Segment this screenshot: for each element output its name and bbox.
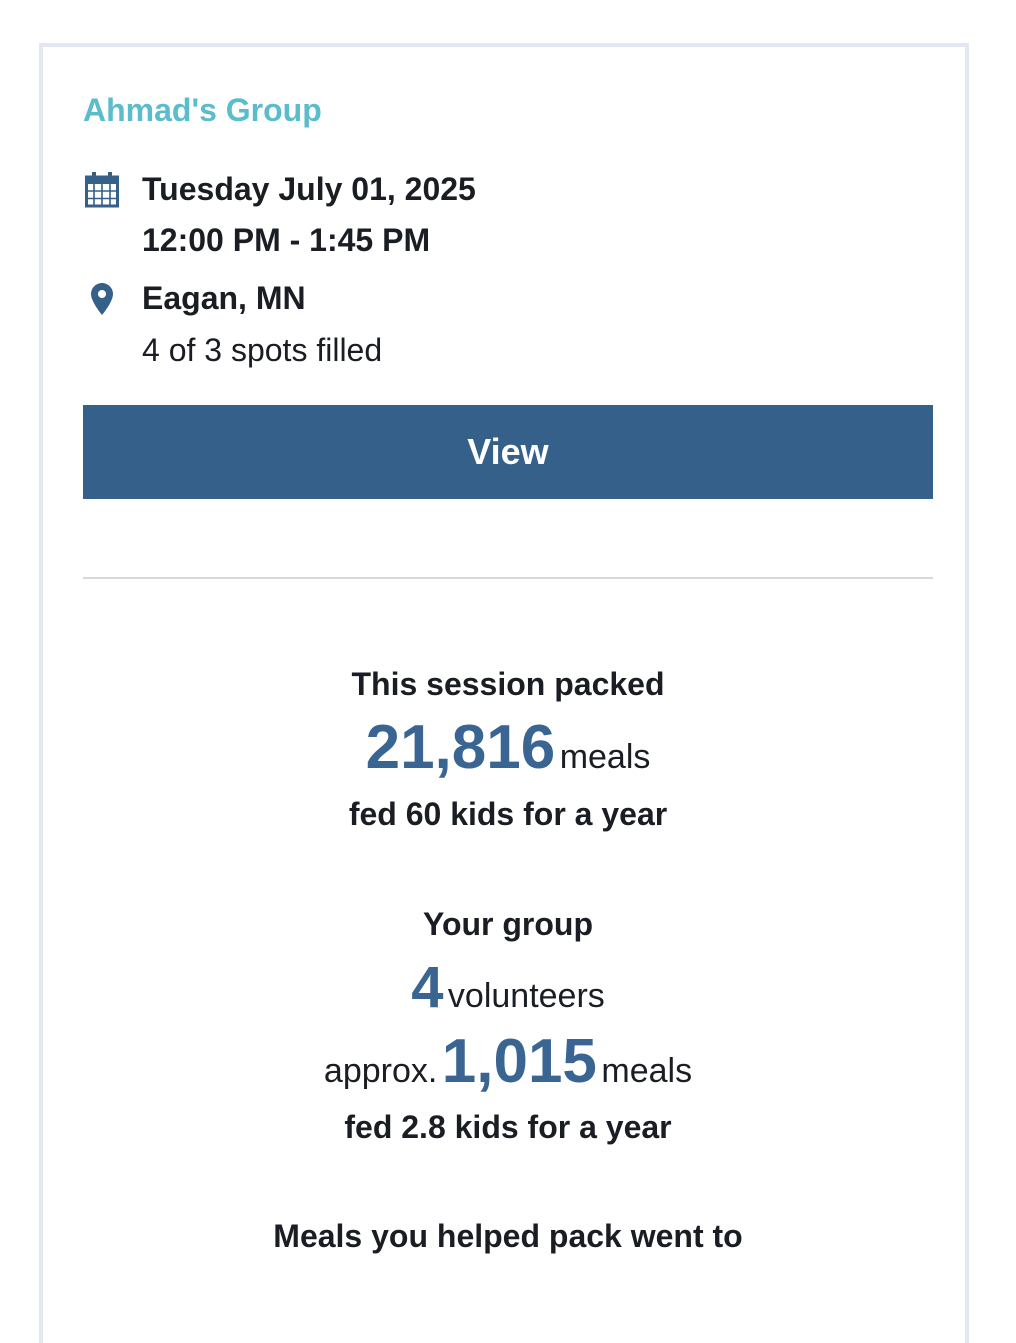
group-meals-unit: meals [601,1052,693,1090]
group-impact: fed 2.8 kids for a year [344,1109,672,1145]
volunteers-count: 4 [411,955,444,1020]
event-time: 12:00 PM - 1:45 PM [142,222,431,258]
spots-filled: 4 of 3 spots filled [142,332,383,368]
event-location: Eagan, MN [142,280,306,316]
map-pin-icon [91,283,113,315]
volunteers-unit: volunteers [447,977,605,1015]
session-meals-count: 21,816 [365,713,556,782]
session-impact: fed 60 kids for a year [348,796,668,832]
session-meals-unit: meals [559,738,651,776]
divider [83,577,933,579]
calendar-icon [85,172,119,208]
approx-label: approx. [323,1052,438,1090]
event-date: Tuesday July 01, 2025 [142,171,476,207]
destination-heading: Meals you helped pack went to [273,1218,743,1254]
group-name: Ahmad's Group [83,92,322,128]
view-button[interactable]: View [83,405,933,499]
group-meals-count: 1,015 [441,1027,597,1096]
event-card [39,43,969,1343]
group-heading: Your group [422,906,594,942]
group-meals: approx. 1,015 meals [40,1026,976,1097]
session-heading: This session packed [351,666,665,702]
group-volunteers: 4 volunteers [40,954,976,1021]
session-meals: 21,816 meals [40,712,976,783]
